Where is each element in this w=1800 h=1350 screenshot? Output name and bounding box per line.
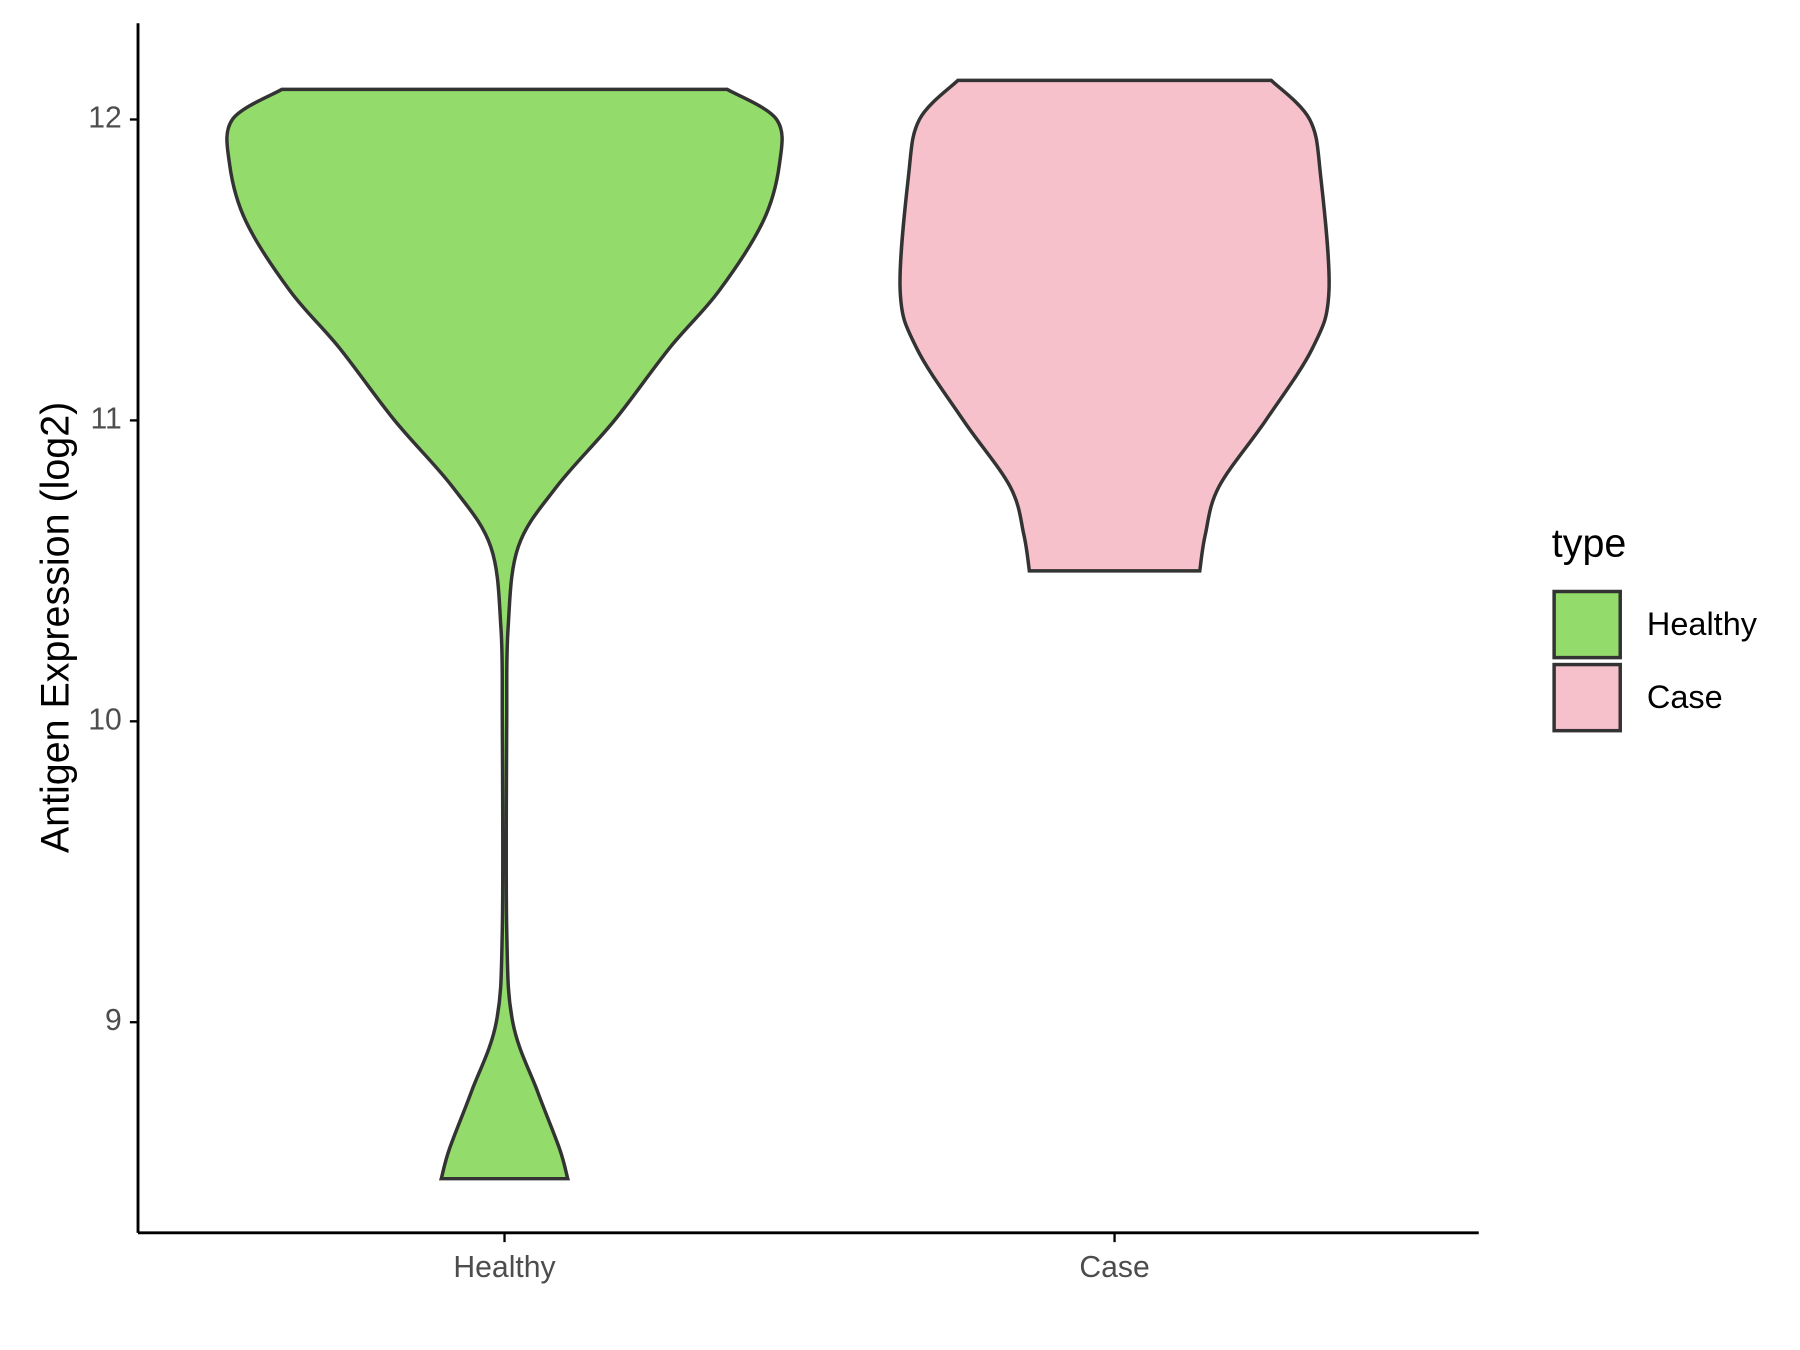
violin [225, 87, 784, 1181]
legend-title: type [1552, 522, 1627, 566]
y-tick-label: 10 [88, 703, 122, 736]
y-axis-label: Antigen Expression (log2) [33, 402, 77, 853]
x-tick-label: Case [1079, 1251, 1149, 1284]
legend-swatch [1552, 589, 1622, 660]
legend-label: Case [1647, 679, 1723, 715]
y-tick-label: 12 [88, 101, 122, 134]
violin [898, 78, 1331, 573]
legend-swatch [1552, 662, 1622, 733]
y-tick-label: 9 [105, 1004, 122, 1037]
x-tick-label: Healthy [453, 1251, 556, 1284]
y-tick-label: 11 [90, 402, 121, 435]
legend-label: Healthy [1647, 606, 1758, 642]
